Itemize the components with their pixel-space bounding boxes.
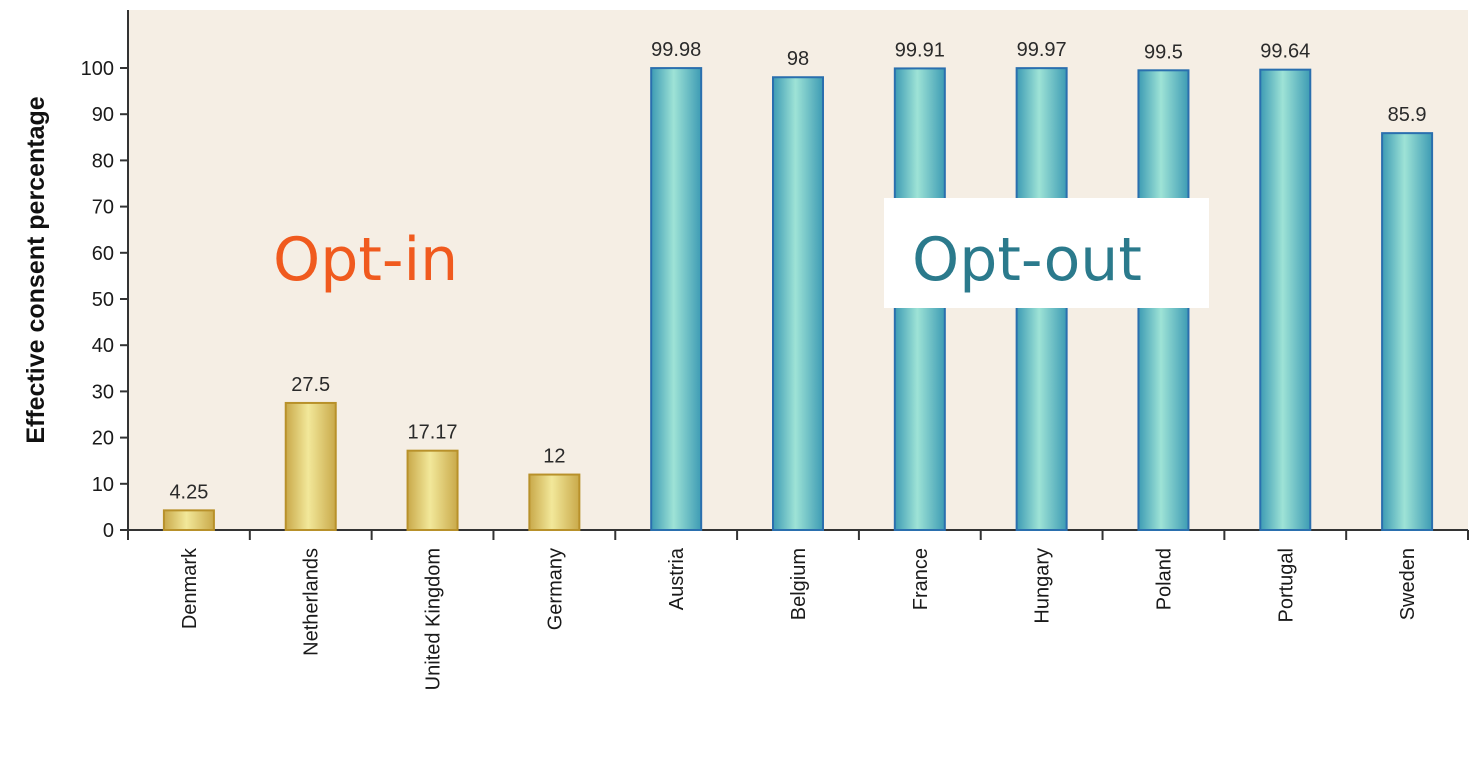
y-tick-label: 20	[92, 428, 114, 450]
bar-portugal	[1259, 68, 1312, 531]
y-tick-label: 40	[92, 335, 114, 357]
category-label: Netherlands	[301, 548, 323, 656]
y-tick-label: 30	[92, 381, 114, 403]
value-label: 99.97	[1017, 39, 1067, 61]
y-tick-label: 90	[92, 104, 114, 126]
category-label: Portugal	[1275, 548, 1297, 623]
y-tick-label: 50	[92, 289, 114, 311]
category-label: Poland	[1153, 548, 1175, 610]
y-tick-label: 80	[92, 150, 114, 172]
value-label: 99.91	[895, 39, 945, 61]
value-label: 99.5	[1144, 41, 1183, 63]
y-tick-label: 0	[103, 520, 114, 542]
value-label: 99.98	[651, 39, 701, 61]
y-axis-ticks: 0 10 20 30 40 50 60 70 80 90 100	[81, 58, 128, 542]
x-axis-ticks	[127, 530, 1469, 540]
category-labels: Denmark Netherlands United Kingdom Germany A…	[179, 547, 1419, 690]
opt-in-group-label: Opt-in	[273, 225, 458, 295]
value-label: 27.5	[291, 374, 330, 396]
category-label: Sweden	[1397, 548, 1419, 620]
category-label: Austria	[666, 547, 688, 610]
y-tick-label: 10	[92, 474, 114, 496]
y-tick-label: 70	[92, 197, 114, 219]
bar-austria	[650, 67, 703, 531]
opt-out-label-box	[884, 198, 1209, 308]
value-label: 17.17	[408, 422, 458, 444]
value-label: 98	[787, 48, 809, 70]
category-label: Germany	[544, 548, 566, 630]
category-label: Denmark	[179, 547, 201, 629]
value-labels: 4.25 27.5 17.17 12 99.98 98 99.91 99.97 99.5 99.6…	[169, 39, 1426, 503]
category-label: United Kingdom	[423, 548, 445, 690]
category-label: Belgium	[788, 548, 810, 620]
category-label: France	[910, 548, 932, 610]
value-label: 99.64	[1260, 41, 1310, 63]
category-label: Hungary	[1032, 548, 1054, 624]
bar-sweden	[1381, 132, 1434, 531]
value-label: 4.25	[169, 481, 208, 503]
bar-united-kingdom	[406, 449, 459, 531]
bar-denmark	[162, 509, 215, 531]
y-tick-label: 100	[81, 58, 114, 80]
value-label: 12	[543, 446, 565, 468]
bar-belgium	[772, 76, 824, 532]
y-tick-label: 60	[92, 243, 114, 265]
value-label: 85.9	[1388, 104, 1427, 126]
y-axis-title: Effective consent percentage	[22, 96, 50, 443]
opt-out-group-label: Opt-out	[912, 225, 1142, 295]
bar-netherlands	[284, 401, 337, 532]
bar-germany	[528, 473, 581, 531]
